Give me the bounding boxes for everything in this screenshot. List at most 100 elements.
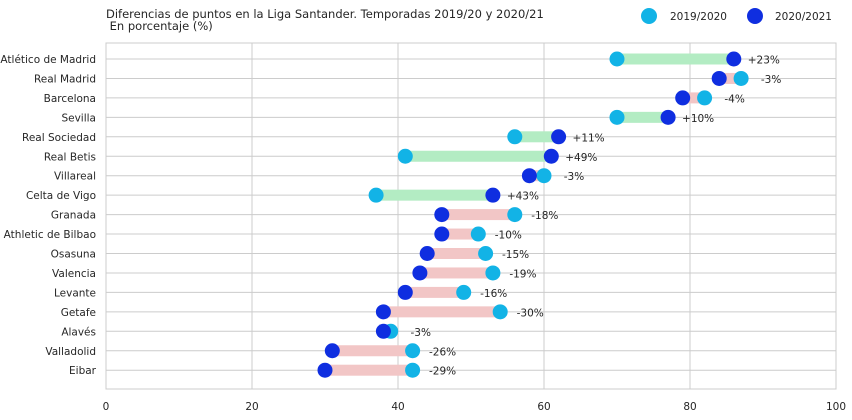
change-bar: [719, 72, 742, 84]
x-axis-labels: 0 20 40 60 80 100: [103, 401, 846, 413]
change-bar: [383, 306, 501, 318]
percent-change-label: -3%: [410, 327, 430, 339]
change-bar: [617, 111, 669, 123]
dot-2020-2021: [419, 246, 435, 261]
dot-2019-2020: [507, 207, 523, 223]
percent-change-label: -29%: [429, 366, 456, 378]
percent-change-label: -10%: [495, 230, 522, 242]
dumbbell-bars: [325, 53, 742, 376]
team-label: Valladolid: [45, 346, 96, 358]
percent-change-label: -19%: [509, 268, 536, 280]
dot-2019-2020: [478, 246, 494, 261]
change-bar: [405, 286, 464, 298]
percent-change-label: +23%: [748, 55, 780, 67]
dot-2019-2020: [697, 90, 713, 106]
dot-2020-2021: [485, 187, 501, 203]
change-bar: [441, 228, 479, 240]
dot-2020-2021: [375, 323, 391, 339]
legend-label-2020-2021: 2020/2021: [775, 11, 832, 23]
percent-change-label: -18%: [531, 210, 558, 222]
x-tick-label: 80: [683, 401, 696, 413]
dot-2020-2021: [434, 226, 450, 242]
y-axis-labels: Atlético de Madrid Real Madrid Barcelona Se…: [0, 54, 96, 377]
percent-change-label: -30%: [517, 307, 544, 319]
change-bar: [441, 209, 515, 221]
team-label: Celta de Vigo: [26, 190, 96, 202]
team-label: Osasuna: [51, 249, 96, 261]
dot-2020-2021: [434, 207, 450, 223]
team-label: Eibar: [69, 365, 97, 377]
dot-2019-2020: [536, 168, 552, 184]
dot-2019-2020: [405, 362, 421, 378]
dot-2020-2021: [675, 90, 691, 106]
dot-2019-2020: [405, 343, 421, 359]
change-bar: [682, 92, 705, 104]
dot-2019-2020: [368, 187, 384, 203]
change-bar: [376, 189, 493, 201]
dot-2020-2021: [412, 265, 428, 281]
x-tick-label: 100: [826, 401, 846, 413]
dot-2020-2021: [711, 70, 727, 86]
percent-change-label: -3%: [564, 171, 584, 183]
team-label: Sevilla: [61, 112, 96, 124]
percent-change-label: +43%: [507, 191, 539, 203]
team-label: Atlético de Madrid: [0, 54, 96, 66]
x-tick-label: 0: [103, 401, 110, 413]
percent-change-label: +11%: [573, 132, 605, 144]
dumbbell-dots: [317, 51, 749, 378]
dot-2020-2021: [324, 343, 340, 359]
team-label: Real Betis: [44, 151, 96, 163]
dot-2020-2021: [317, 362, 333, 378]
change-bar: [325, 364, 413, 376]
percent-change-label: -4%: [724, 93, 744, 105]
legend-marker-2019-2020: [641, 8, 657, 24]
change-bar: [514, 131, 559, 143]
percent-change-label: -15%: [502, 249, 529, 261]
team-label: Real Madrid: [34, 73, 96, 85]
dot-2020-2021: [521, 168, 537, 184]
team-label: Getafe: [61, 307, 96, 319]
dot-2019-2020: [470, 226, 486, 242]
dot-2020-2021: [543, 148, 559, 164]
team-label: Granada: [51, 210, 96, 222]
percent-change-label: -3%: [761, 74, 781, 86]
percentage-labels: +23% -3% -4% +10% +11% +49% -3% +43% -18% -10% -15…: [410, 55, 781, 378]
dot-2019-2020: [456, 284, 472, 300]
dot-2020-2021: [660, 109, 676, 125]
dot-2019-2020: [397, 148, 413, 164]
dot-2019-2020: [609, 109, 625, 125]
legend: 2019/2020 2020/2021: [641, 8, 832, 24]
dot-2020-2021: [375, 304, 391, 320]
dot-2020-2021: [726, 51, 742, 67]
change-bar: [405, 150, 552, 162]
chart-title: Diferencias de puntos en la Liga Santand…: [106, 7, 544, 21]
dot-2020-2021: [397, 284, 413, 300]
change-bar: [617, 53, 734, 65]
percent-change-label: -26%: [429, 346, 456, 358]
team-label: Real Sociedad: [22, 132, 96, 144]
chart-subtitle: En porcentaje (%): [106, 19, 213, 33]
dot-2019-2020: [507, 129, 523, 145]
team-label: Alavés: [61, 326, 96, 338]
team-label: Levante: [54, 287, 96, 299]
dot-2019-2020: [733, 70, 749, 86]
x-tick-label: 40: [391, 401, 404, 413]
dot-2019-2020: [492, 304, 508, 320]
percent-change-label: +49%: [565, 152, 597, 164]
legend-marker-2020-2021: [747, 8, 763, 24]
legend-label-2019-2020: 2019/2020: [670, 11, 727, 23]
percent-change-label: -16%: [480, 288, 507, 300]
change-bar: [427, 248, 486, 259]
dot-2019-2020: [485, 265, 501, 281]
x-tick-label: 20: [245, 401, 258, 413]
dot-2020-2021: [551, 129, 567, 145]
team-label: Athletic de Bilbao: [4, 229, 96, 241]
change-bar: [332, 345, 413, 357]
team-label: Barcelona: [44, 93, 96, 105]
team-label: Valencia: [52, 268, 96, 280]
dot-2019-2020: [609, 51, 625, 67]
team-label: Villareal: [54, 171, 96, 183]
change-bar: [419, 267, 493, 279]
x-tick-label: 60: [537, 401, 550, 413]
